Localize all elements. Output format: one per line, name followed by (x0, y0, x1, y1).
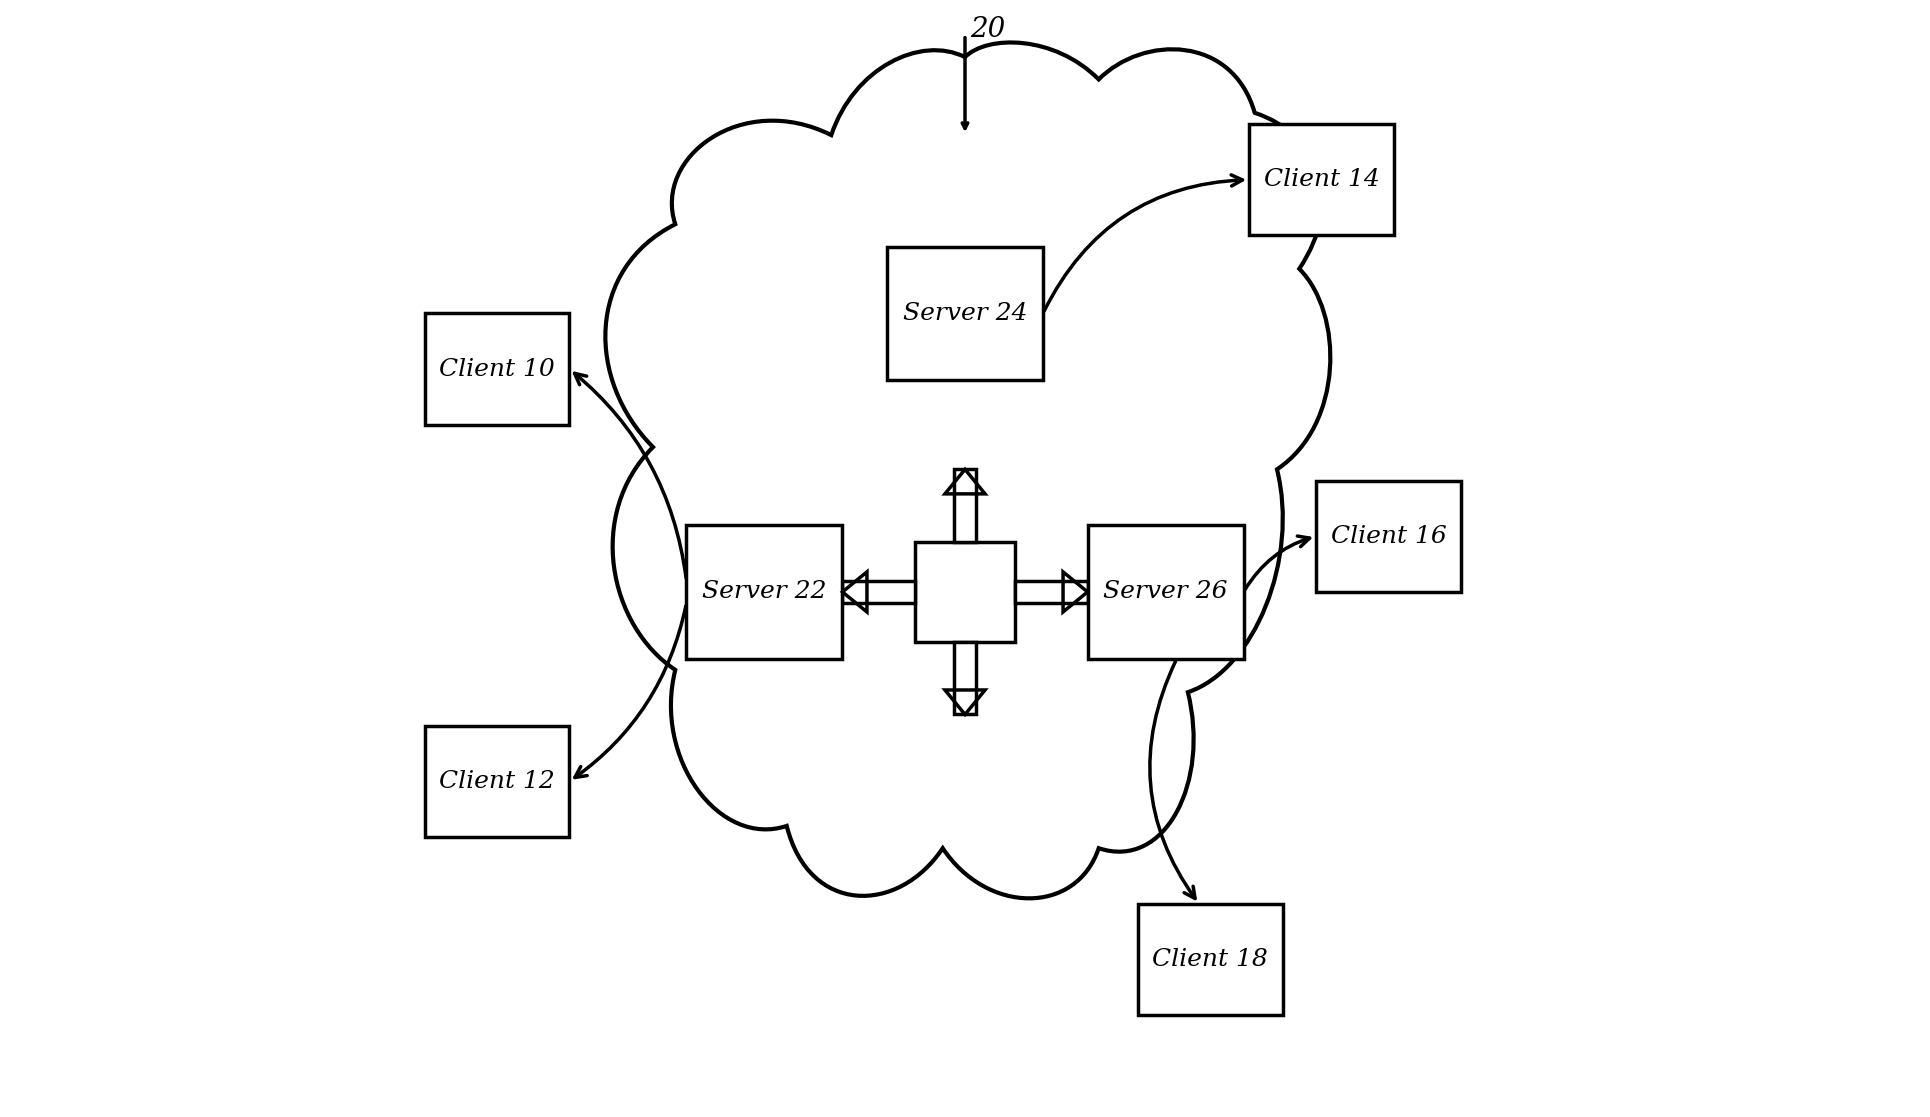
FancyArrowPatch shape (575, 605, 685, 777)
FancyBboxPatch shape (1249, 124, 1393, 236)
FancyArrowPatch shape (1044, 175, 1243, 311)
Text: Client 12: Client 12 (440, 770, 556, 793)
Bar (841, 581, 915, 603)
Text: Server 26: Server 26 (1104, 581, 1227, 603)
FancyBboxPatch shape (1137, 904, 1283, 1015)
Bar (953, 469, 977, 542)
Bar (915, 542, 1015, 642)
FancyBboxPatch shape (1316, 480, 1461, 592)
Text: Client 14: Client 14 (1264, 169, 1380, 191)
FancyArrowPatch shape (575, 373, 685, 577)
FancyBboxPatch shape (425, 726, 569, 837)
FancyBboxPatch shape (425, 314, 569, 424)
Text: 20: 20 (971, 16, 1006, 42)
Text: Client 10: Client 10 (440, 357, 556, 381)
FancyArrowPatch shape (1245, 536, 1310, 590)
FancyBboxPatch shape (1089, 525, 1243, 659)
FancyBboxPatch shape (888, 247, 1042, 380)
Bar (953, 642, 977, 715)
Text: Client 18: Client 18 (1152, 948, 1268, 971)
FancyBboxPatch shape (687, 525, 841, 659)
Text: Server 22: Server 22 (703, 581, 826, 603)
FancyArrowPatch shape (1150, 661, 1195, 898)
Text: Server 24: Server 24 (903, 302, 1027, 325)
Bar (1015, 581, 1089, 603)
Text: Client 16: Client 16 (1330, 525, 1446, 547)
